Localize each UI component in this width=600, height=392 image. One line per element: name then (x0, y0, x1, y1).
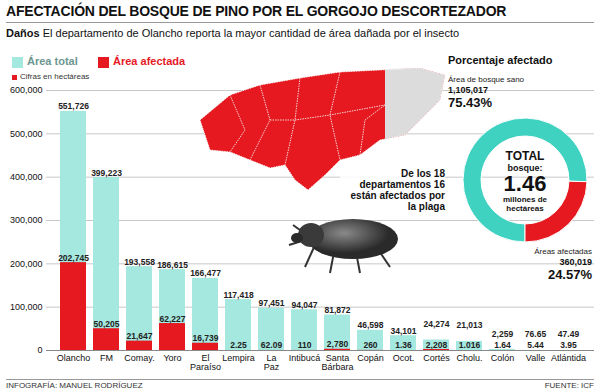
svg-text:62,227: 62,227 (160, 314, 186, 324)
svg-text:200,000: 200,000 (10, 259, 43, 269)
html-text:Área total: Área total (27, 55, 78, 67)
svg-text:50,205: 50,205 (94, 319, 120, 329)
svg-text:1.016: 1.016 (459, 340, 481, 350)
html-text:FUENTE: ICF: FUENTE: ICF (544, 381, 594, 390)
svg-text:34,101: 34,101 (391, 326, 417, 336)
svg-text:Colón: Colón (491, 353, 515, 363)
svg-text:500,000: 500,000 (10, 129, 43, 139)
svg-text:1,105,017: 1,105,017 (448, 85, 488, 95)
svg-text:100,000: 100,000 (10, 302, 43, 312)
svg-text:Valle: Valle (526, 353, 545, 363)
svg-text:94,047: 94,047 (292, 300, 318, 310)
svg-text:186,615: 186,615 (157, 260, 188, 270)
svg-text:97,451: 97,451 (259, 298, 285, 308)
svg-text:hectáreas: hectáreas (506, 204, 544, 213)
svg-text:16,739: 16,739 (193, 333, 219, 343)
svg-text:bosque:: bosque: (507, 163, 543, 173)
html-text:INFOGRAFÍA: MANUEL RODRÍGUEZ: INFOGRAFÍA: MANUEL RODRÍGUEZ (6, 381, 143, 390)
svg-text:202,745: 202,745 (58, 253, 89, 263)
svg-text:193,558: 193,558 (124, 257, 155, 267)
svg-text:76.65: 76.65 (525, 329, 547, 339)
svg-text:millones de: millones de (503, 195, 548, 204)
svg-text:2,259: 2,259 (492, 329, 514, 339)
svg-text:Cortés: Cortés (423, 353, 450, 363)
svg-text:ElParaíso: ElParaíso (190, 353, 221, 372)
svg-text:62.09: 62.09 (261, 340, 283, 350)
svg-text:Ocot.: Ocot. (393, 353, 415, 363)
svg-text:1.36: 1.36 (395, 340, 412, 350)
svg-text:Áreas afectadas: Áreas afectadas (534, 247, 592, 256)
html-text:AFECTACIÓN DEL BOSQUE DE PINO: AFECTACIÓN DEL BOSQUE DE PINO POR EL GOR… (6, 3, 507, 19)
svg-text:Yoro: Yoro (163, 353, 181, 363)
svg-text:Lempira: Lempira (222, 353, 255, 363)
svg-text:TOTAL: TOTAL (506, 149, 545, 163)
svg-text:47.49: 47.49 (558, 329, 580, 339)
svg-text:Porcentaje afectado: Porcentaje afectado (448, 54, 553, 66)
html-text:Cifras en hectáreas: Cifras en hectáreas (20, 72, 90, 81)
svg-text:2,780: 2,780 (327, 339, 349, 349)
svg-text:600,000: 600,000 (10, 85, 43, 95)
svg-text:SantaBárbara: SantaBárbara (321, 353, 353, 372)
svg-text:166,477: 166,477 (190, 268, 221, 278)
svg-text:2,208: 2,208 (426, 340, 448, 350)
svg-text:1.64: 1.64 (494, 340, 511, 350)
svg-text:24.57%: 24.57% (548, 267, 593, 282)
svg-text:300,000: 300,000 (10, 215, 43, 225)
svg-text:551,726: 551,726 (58, 101, 89, 111)
html-text:Área afectada: Área afectada (113, 55, 186, 67)
svg-text:21,013: 21,013 (457, 320, 483, 330)
svg-text:260: 260 (363, 340, 377, 350)
svg-text:Comay.: Comay. (124, 353, 154, 363)
svg-text:1.46: 1.46 (504, 171, 547, 196)
svg-text:399,223: 399,223 (91, 168, 122, 178)
svg-text:2.25: 2.25 (230, 340, 247, 350)
svg-text:110: 110 (298, 340, 312, 350)
svg-text:400,000: 400,000 (10, 172, 43, 182)
svg-text:3.95: 3.95 (560, 340, 577, 350)
svg-text:75.43%: 75.43% (448, 95, 493, 110)
svg-text:81,872: 81,872 (325, 305, 351, 315)
html-text:Daños El departamento de Olanc: Daños El departamento de Olancho reporta… (6, 27, 460, 39)
svg-text:Olancho: Olancho (57, 353, 91, 363)
svg-text:5.44: 5.44 (527, 340, 544, 350)
svg-text:Cholu.: Cholu. (456, 353, 482, 363)
svg-text:360,019: 360,019 (559, 257, 592, 267)
svg-text:Intibucá: Intibucá (289, 353, 321, 363)
svg-text:117,418: 117,418 (223, 290, 254, 300)
svg-text:46,598: 46,598 (358, 320, 384, 330)
svg-text:Área de bosque sano: Área de bosque sano (448, 75, 525, 84)
svg-text:Copán: Copán (357, 353, 384, 363)
svg-text:Atlántida: Atlántida (551, 353, 586, 363)
svg-text:LaPaz: LaPaz (264, 353, 280, 372)
svg-text:24,274: 24,274 (424, 319, 450, 329)
html-text:De los 18 departamentos 16 est: De los 18 departamentos 16 están afectad… (350, 168, 445, 212)
svg-text:0: 0 (37, 345, 42, 355)
svg-text:FM: FM (100, 353, 113, 363)
svg-text:21,647: 21,647 (127, 331, 153, 341)
